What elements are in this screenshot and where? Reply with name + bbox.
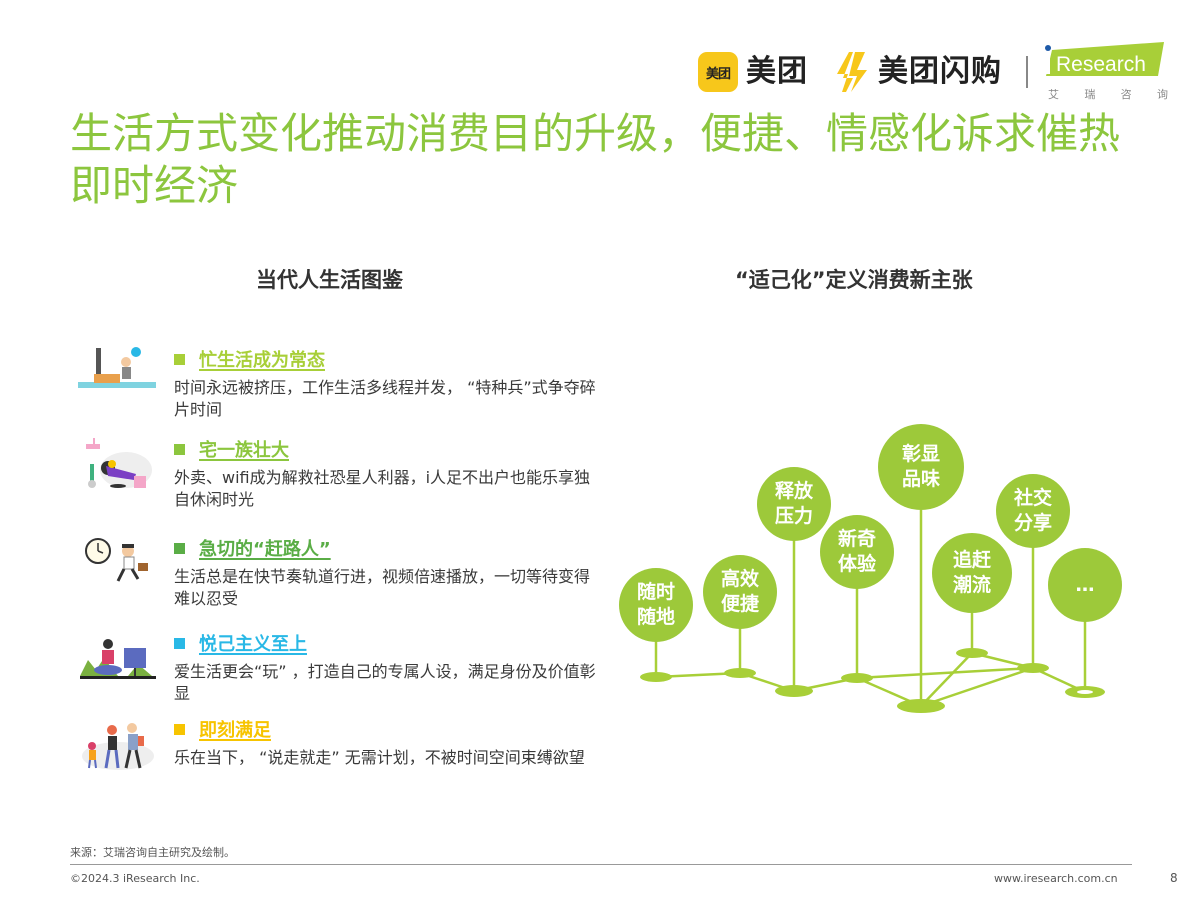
logo-divider xyxy=(1026,56,1028,88)
life-item-desc: 生活总是在快节奏轨道行进，视频倍速播放，一切等待变得难以忍受 xyxy=(174,567,591,608)
iresearch-cn-char: 瑞 xyxy=(1084,88,1096,101)
bubble-label: 新奇体验 xyxy=(837,528,876,575)
footer-divider xyxy=(70,864,1132,865)
right-section-heading: “适己化”定义消费新主张 xyxy=(735,268,973,292)
life-item-desc: 外卖、wifi成为解救社恐星人利器，i人足不出户也能乐享独自休闲时光 xyxy=(174,468,591,509)
life-item-desc: 时间永远被挤压，工作生活多线程并发， “特种兵”式争夺碎片时间 xyxy=(174,378,596,419)
bubble-efficient-convenient: 高效便捷 xyxy=(703,555,777,629)
bullet-square-icon xyxy=(174,723,185,735)
iresearch-logo-icon: Research xyxy=(1045,42,1164,76)
bubble-show-taste: 彰显品味 xyxy=(878,424,964,510)
rushing-clock-runner-icon xyxy=(85,538,148,582)
bullet-square-icon xyxy=(174,443,185,455)
iresearch-cn-char: 艾 xyxy=(1048,88,1059,101)
meituan-logo-text: 美团 xyxy=(746,54,808,89)
bubble-label: 释放压力 xyxy=(774,480,813,527)
bubble-more: … xyxy=(1048,548,1122,622)
life-title-row: 宅一族壮大 xyxy=(174,436,289,462)
lightning-bolt-icon xyxy=(837,52,867,92)
page-number: 8 xyxy=(1170,871,1178,885)
life-title-row: 即刻满足 xyxy=(174,716,271,742)
iresearch-cn-char: 询 xyxy=(1156,88,1168,101)
website-link[interactable]: www.iresearch.com.cn xyxy=(994,872,1118,885)
bullet-square-icon xyxy=(174,637,185,649)
bubble-anytime-anywhere: 随时随地 xyxy=(619,568,693,642)
life-item-title: 忙生活成为常态 xyxy=(199,350,325,371)
life-title-row: 悦己主义至上 xyxy=(174,630,307,656)
life-item-desc: 爱生活更会“玩” ，打造自己的专属人设，满足身份及价值彰显 xyxy=(174,662,596,703)
copyright: ©2024.3 iResearch Inc. xyxy=(70,872,200,885)
bubble-label: … xyxy=(1075,573,1095,596)
relaxing-homebody-icon xyxy=(86,438,152,488)
bubble-network-lines xyxy=(640,510,1105,713)
page-title: 生活方式变化推动消费目的升级，便捷、情感化诉求催热即时经济 xyxy=(70,109,1121,210)
bubble-label: 彰显品味 xyxy=(901,443,940,490)
meituan-logo-icon: 美团 xyxy=(698,52,738,92)
life-item-desc: 乐在当下， “说走就走” 无需计划，不被时间空间束缚欲望 xyxy=(174,748,585,767)
life-item-title: 宅一族壮大 xyxy=(199,440,289,461)
bullet-square-icon xyxy=(174,542,185,554)
life-title-row: 忙生活成为常态 xyxy=(174,346,325,372)
bubble-follow-trends: 追赶潮流 xyxy=(932,533,1012,613)
bubble-label: 随时随地 xyxy=(636,581,675,628)
life-title-row: 急切的“赶路人” xyxy=(174,535,331,561)
bubble-label: 社交分享 xyxy=(1013,487,1052,534)
iresearch-chinese-name: 艾 瑞 咨 询 xyxy=(1048,86,1168,102)
life-item-title: 悦己主义至上 xyxy=(199,634,307,655)
bubble-label: 高效便捷 xyxy=(720,568,759,615)
source-note: 来源：艾瑞咨询自主研究及绘制。 xyxy=(70,846,235,859)
bubble-label: 追赶潮流 xyxy=(952,549,991,596)
svg-text:Research: Research xyxy=(1056,53,1146,76)
family-travel-icon xyxy=(82,723,154,770)
life-item-title: 即刻满足 xyxy=(199,720,271,741)
bubble-novel-experience: 新奇体验 xyxy=(820,515,894,589)
bubble-relieve-stress: 释放压力 xyxy=(757,467,831,541)
meituan-shangou-logo-text: 美团闪购 xyxy=(878,54,1002,89)
bullet-square-icon xyxy=(174,353,185,365)
header-logos: 美团 美团 美团闪购 Research 艾 瑞 咨 询 xyxy=(698,42,1178,101)
busy-office-worker-icon xyxy=(78,347,156,388)
left-section-heading: 当代人生活图鉴 xyxy=(256,268,403,292)
iresearch-cn-char: 咨 xyxy=(1120,88,1132,101)
gamer-icon xyxy=(80,639,156,679)
bubble-social-sharing: 社交分享 xyxy=(996,474,1070,548)
life-item-title: 急切的“赶路人” xyxy=(199,539,331,560)
